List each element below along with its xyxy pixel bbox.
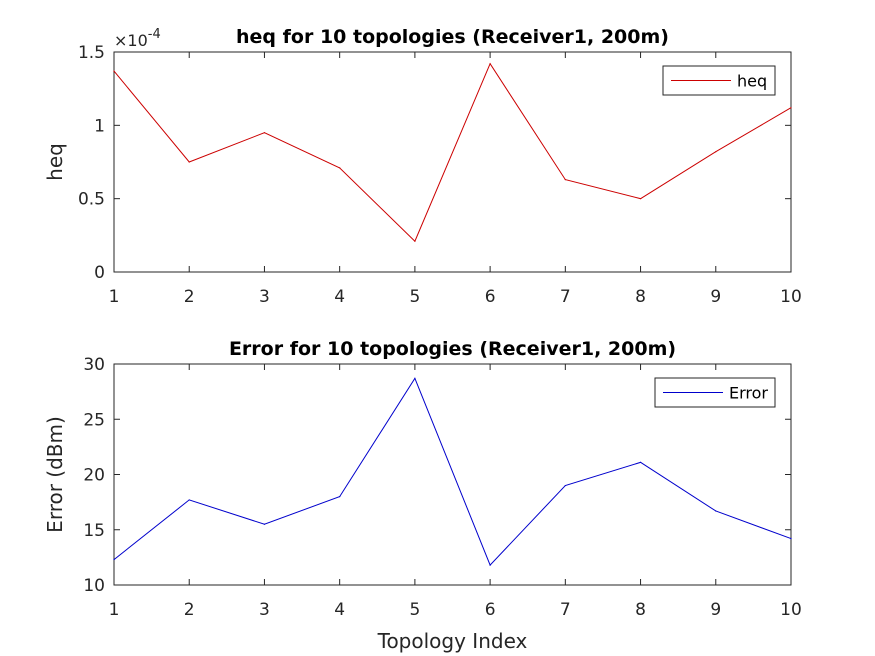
chart-title: Error for 10 topologies (Receiver1, 200m… — [229, 338, 676, 360]
y-tick-label: 20 — [83, 466, 105, 486]
y-exponent-power: -4 — [148, 27, 161, 42]
chart-title: heq for 10 topologies (Receiver1, 200m) — [236, 26, 669, 48]
x-tick-label: 8 — [635, 287, 646, 307]
y-tick-label: 15 — [83, 521, 105, 541]
data-point — [263, 132, 266, 134]
data-point — [414, 377, 416, 379]
data-point — [715, 510, 717, 512]
data-point — [188, 161, 190, 163]
x-tick-label: 5 — [409, 600, 420, 620]
data-point — [263, 523, 266, 525]
data-point — [489, 63, 491, 65]
data-point — [113, 70, 115, 72]
y-tick-label: 10 — [83, 576, 105, 596]
data-point — [564, 179, 566, 181]
data-point — [639, 198, 642, 200]
legend-label: heq — [737, 72, 767, 91]
x-tick-label: 9 — [710, 600, 721, 620]
y-tick-label: 30 — [83, 355, 105, 375]
x-tick-label: 10 — [780, 287, 802, 307]
x-tick-label: 8 — [635, 600, 646, 620]
x-tick-label: 2 — [184, 600, 195, 620]
data-point — [715, 151, 717, 153]
series-line-error — [113, 377, 792, 567]
x-tick-label: 7 — [560, 600, 571, 620]
data-point — [639, 461, 642, 463]
subplot-2: 1 2 3 4 5 6 7 8 9 10 10 15 20 25 30 Error for 10 topolo… — [43, 338, 802, 653]
y-tick-label: 1.5 — [78, 43, 105, 63]
data-point — [339, 167, 341, 169]
y-axis-label: Error (dBm) — [43, 416, 67, 533]
x-axis-label: Topology Index — [377, 629, 528, 653]
subplot-1: 1 2 3 4 5 6 7 8 9 10 0 0.5 1 1.5 ×10-4 heq for 10 topol… — [43, 26, 802, 307]
x-tick-label: 3 — [259, 600, 270, 620]
x-tick-label: 9 — [710, 287, 721, 307]
x-tick-label: 4 — [334, 600, 345, 620]
y-tick-label: 0.5 — [78, 190, 105, 210]
y-exponent-base: ×10 — [114, 31, 148, 50]
legend: heq — [662, 65, 776, 96]
data-point — [113, 558, 115, 561]
data-point — [489, 564, 491, 566]
data-point — [414, 240, 416, 242]
x-tick-label: 2 — [184, 287, 195, 307]
x-tick-label: 4 — [334, 287, 345, 307]
data-point — [790, 537, 792, 540]
legend-label: Error — [729, 384, 768, 403]
legend: Error — [654, 377, 776, 408]
x-tick-label: 5 — [409, 287, 420, 307]
x-tick-label: 1 — [109, 600, 120, 620]
x-tick-label: 7 — [560, 287, 571, 307]
data-point — [339, 496, 341, 498]
x-tick-label: 10 — [780, 600, 802, 620]
y-tick-label: 25 — [83, 410, 105, 430]
y-tick-label: 1 — [94, 116, 105, 136]
x-tick-label: 3 — [259, 287, 270, 307]
data-point — [564, 484, 566, 487]
x-tick-label: 6 — [485, 600, 496, 620]
y-tick-label: 0 — [94, 263, 105, 283]
data-point — [188, 499, 190, 501]
data-point — [790, 107, 792, 109]
series-line-heq — [113, 62, 792, 243]
y-exponent-label: ×10-4 — [114, 27, 161, 50]
x-tick-label: 6 — [485, 287, 496, 307]
y-axis-label: heq — [43, 143, 67, 181]
x-tick-label: 1 — [109, 287, 120, 307]
